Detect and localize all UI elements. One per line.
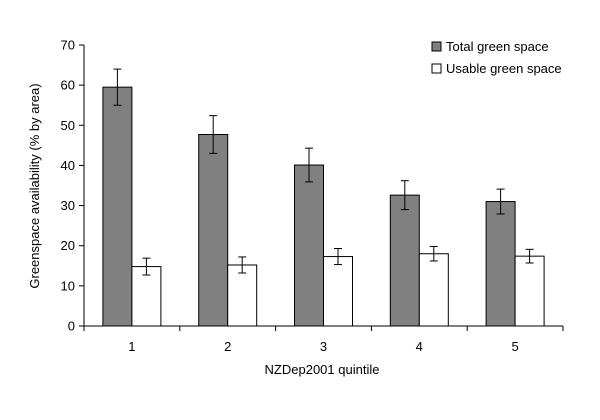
bar-total-3 — [294, 164, 324, 327]
bar-usable-3 — [323, 256, 353, 327]
bars-layer — [102, 68, 545, 327]
y-tick-label-20: 20 — [61, 238, 75, 253]
legend-swatch-usable — [431, 63, 442, 74]
x-tick-label-3: 3 — [320, 339, 327, 354]
x-tick-label-4: 4 — [416, 339, 423, 354]
legend-label-total: Total green space — [446, 39, 549, 54]
legend: Total green space Usable green space — [431, 39, 562, 76]
y-tick-label-70: 70 — [61, 38, 75, 53]
legend-swatch-total — [431, 41, 442, 52]
y-tick-label-40: 40 — [61, 158, 75, 173]
x-tick-label-1: 1 — [128, 339, 135, 354]
x-axis-title: NZDep2001 quintile — [265, 362, 380, 377]
bar-total-5 — [485, 201, 516, 327]
y-tick-label-10: 10 — [61, 278, 75, 293]
bar-total-1 — [102, 86, 133, 327]
bar-usable-2 — [227, 264, 258, 327]
y-tick-label-50: 50 — [61, 118, 75, 133]
x-tick-label-2: 2 — [224, 339, 231, 354]
y-tick-label-0: 0 — [68, 319, 75, 334]
y-axis-title: Greenspace availability (% by area) — [27, 83, 42, 288]
y-tick-label-30: 30 — [61, 198, 75, 213]
y-tick-label-60: 60 — [61, 78, 75, 93]
bar-usable-1 — [131, 266, 162, 327]
bar-total-4 — [389, 194, 420, 327]
bar-usable-5 — [514, 255, 545, 327]
x-tick-label-5: 5 — [511, 339, 518, 354]
legend-label-usable: Usable green space — [446, 61, 562, 76]
bar-usable-4 — [418, 253, 449, 327]
bar-total-2 — [198, 134, 229, 327]
